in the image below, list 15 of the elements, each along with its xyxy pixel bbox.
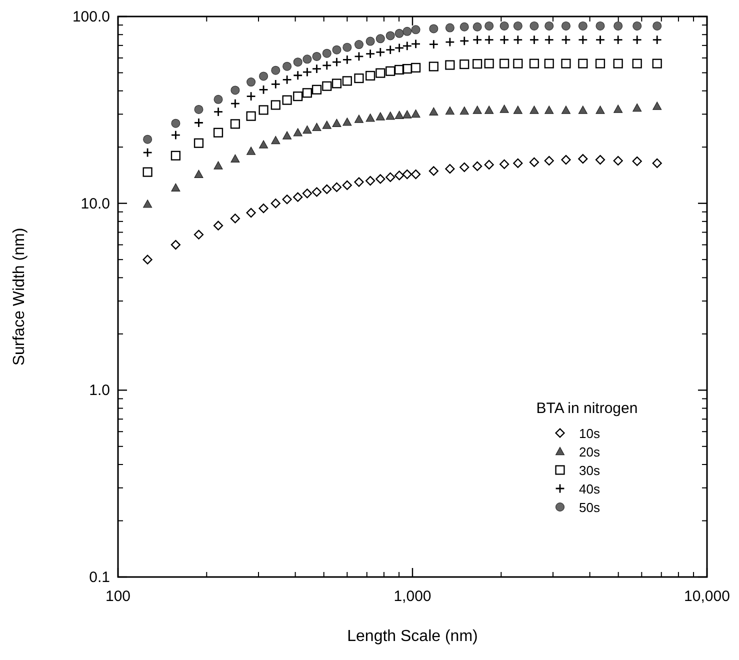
x-tick-label: 100 (105, 588, 131, 605)
legend-label: 50s (579, 500, 600, 515)
legend-label: 40s (579, 482, 600, 496)
legend-label: 10s (579, 426, 600, 441)
y-tick-label: 0.1 (89, 569, 110, 586)
y-tick-label: 1.0 (89, 382, 110, 400)
legend-label: 20s (579, 444, 600, 460)
y-tick-label: 100.0 (72, 8, 110, 26)
y-axis-title: Surface Width (nm) (11, 228, 28, 366)
x-tick-label: 1,000 (394, 588, 432, 605)
x-axis-title: Length Scale (nm) (347, 628, 478, 645)
legend-title: BTA in nitrogen (536, 400, 638, 417)
y-tick-label: 10.0 (80, 195, 110, 212)
x-tick-label: 10,000 (684, 588, 730, 605)
legend-label: 30s (579, 463, 600, 478)
